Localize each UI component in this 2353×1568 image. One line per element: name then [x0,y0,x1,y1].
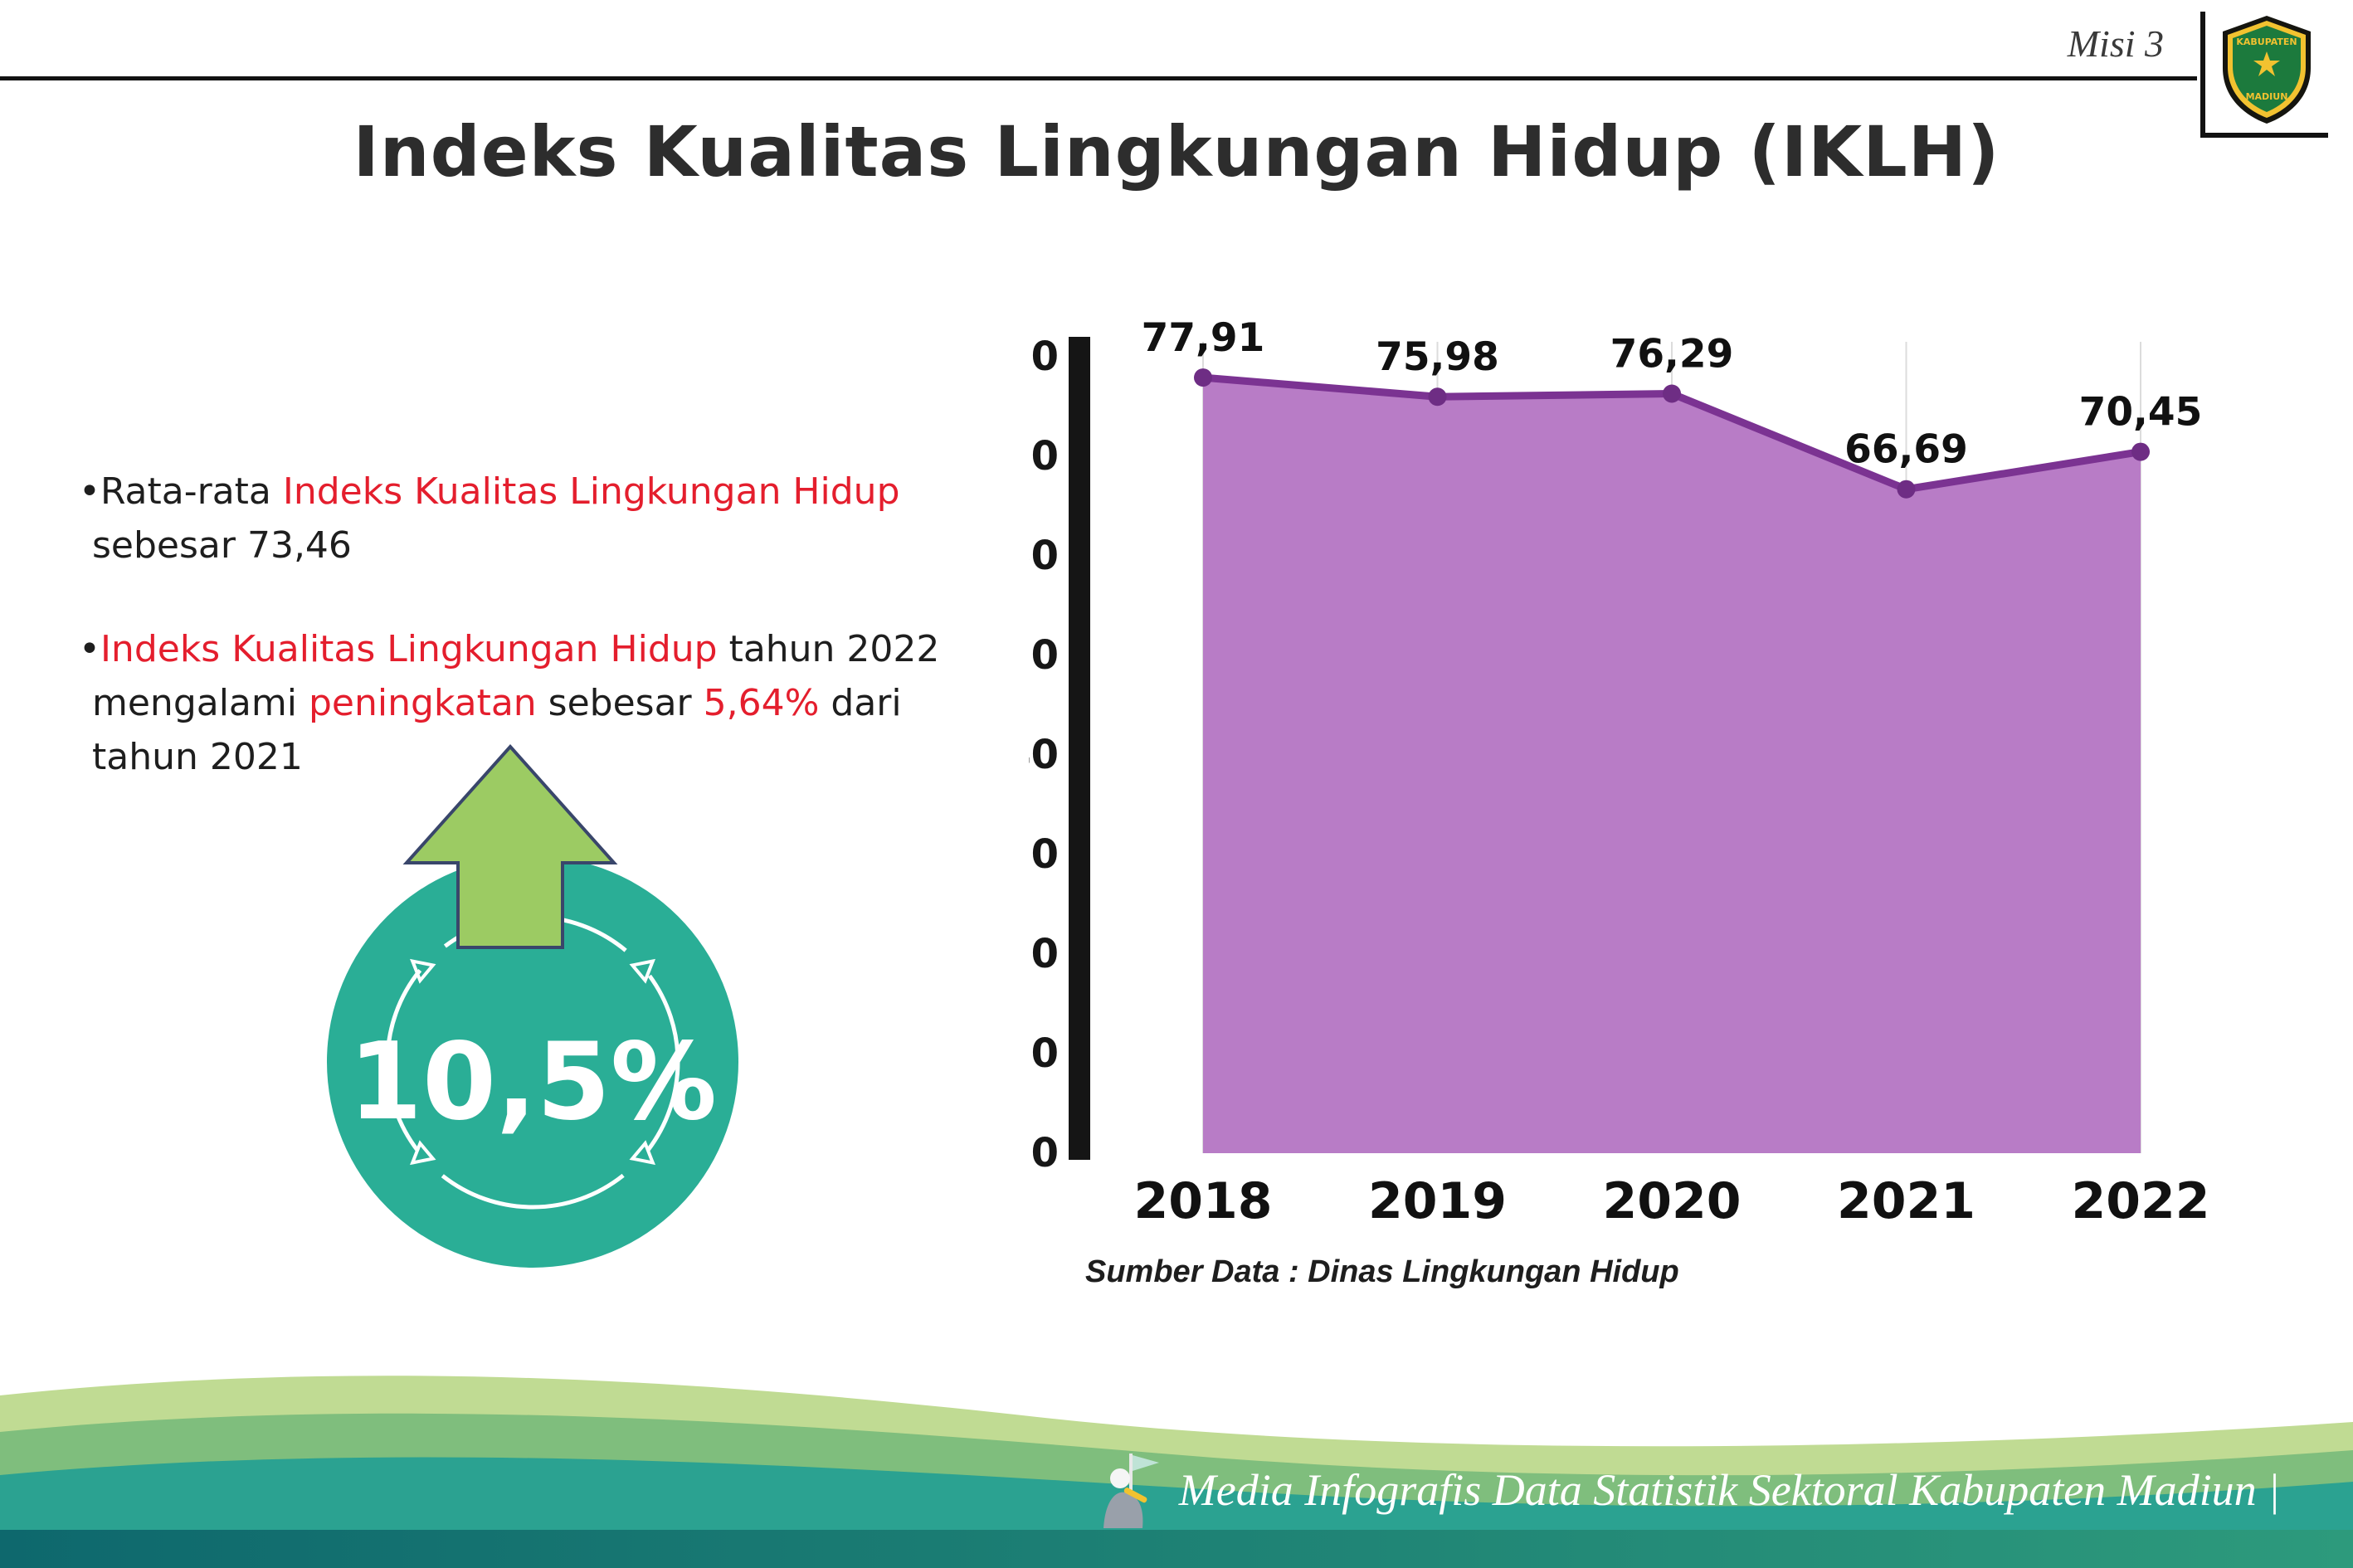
value-label: 66,69 [1844,427,1968,473]
iklh-chart: 0 10 20 30 40 50 60 70 80 77,91 2018 75,98 2019 76,29… [1029,315,2210,1230]
footer-waves [0,1376,2353,1568]
x-tick-label: 2022 [2072,1172,2210,1230]
data-point [1428,387,1447,407]
bullet-increase-iklh: •Indeks Kualitas Lingkungan Hidup tahun … [79,622,975,784]
value-label: 75,98 [1376,334,1499,380]
bullet-text: sebesar [536,682,704,725]
y-tick-label: 0 [1031,1130,1059,1176]
badge-value: 10,5% [348,1020,717,1144]
bullet-text-highlight: Indeks Kualitas Lingkungan Hidup [100,628,718,671]
y-tick-label: 10 [1029,1030,1059,1077]
mascot-flag-pole [1128,1454,1133,1490]
footer-credit-text: Media Infografis Data Statistik Sektoral… [1178,1465,2280,1515]
y-tick-label: 80 [1029,334,1059,380]
increase-percentage-badge: 10,5% [327,743,738,1268]
mascot-head [1109,1468,1130,1488]
bullet-marker: • [79,470,100,513]
header-divider-line [0,76,2197,80]
y-tick-label: 30 [1029,831,1059,878]
y-axis-bar [1069,337,1090,1160]
value-label: 70,45 [2079,390,2203,436]
infographic-mascot-icon [1103,1454,1159,1528]
data-point [1897,480,1916,499]
kabupaten-madiun-logo: KABUPATEN MADIUN [2223,16,2311,124]
x-tick-label: 2021 [1837,1172,1975,1230]
x-tick-label: 2018 [1134,1172,1273,1230]
data-point [1194,368,1212,387]
bullet-text-highlight: Indeks Kualitas Lingkungan Hidup [282,470,900,513]
bullet-average-iklh: •Rata-rata Indeks Kualitas Lingkungan Hi… [79,465,975,572]
logo-frame: KABUPATEN MADIUN [2200,12,2328,138]
source-note: Sumber Data : Dinas Lingkungan Hidup [1085,1254,1679,1289]
page-title: Indeks Kualitas Lingkungan Hidup (IKLH) [353,111,2000,192]
value-label: 77,91 [1142,315,1265,361]
chart-area [1203,377,2141,1153]
y-tick-label: 60 [1029,533,1059,579]
bullet-text: sebesar 73,46 [92,524,352,567]
data-point [2131,442,2150,461]
data-point [1663,384,1681,403]
y-tick-label: 40 [1029,732,1059,778]
badge-circle [327,856,738,1268]
mascot-body [1103,1492,1143,1528]
badge-ring-arrows [410,958,655,1166]
footer-bottom-strip [0,1530,2353,1568]
mascot-pencil [1123,1488,1147,1503]
mascot-flag [1132,1455,1159,1471]
y-tick-label: 50 [1029,632,1059,679]
crest-star-icon [2253,51,2280,76]
bullet-text: tahun 2022 mengalami [92,628,940,725]
bullet-marker: • [79,628,100,671]
footer-credit: Media Infografis Data Statistik Sektoral… [1093,1450,2280,1530]
crest-text-bottom: MADIUN [2246,91,2288,102]
y-tick-label: 20 [1029,931,1059,977]
up-arrow-icon [402,743,618,949]
bullet-text: dari tahun 2021 [92,682,902,779]
key-findings: •Rata-rata Indeks Kualitas Lingkungan Hi… [79,465,975,785]
x-tick-label: 2019 [1368,1172,1507,1230]
y-tick-label: 70 [1029,433,1059,480]
bullet-text: Rata-rata [100,470,283,513]
value-label: 76,29 [1610,332,1734,377]
x-tick-label: 2020 [1603,1172,1742,1230]
crest-text-top: KABUPATEN [2236,37,2297,47]
bullet-text-highlight: 5,64% [703,682,820,725]
bullet-text-highlight: peningkatan [308,682,537,725]
misi-label: Misi 3 [2067,22,2164,65]
